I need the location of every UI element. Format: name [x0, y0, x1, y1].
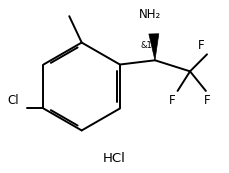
Text: F: F [169, 94, 175, 107]
Text: Cl: Cl [7, 94, 19, 107]
Text: HCl: HCl [103, 152, 126, 165]
Text: F: F [204, 94, 210, 107]
Polygon shape [149, 34, 159, 60]
Text: F: F [198, 39, 205, 52]
Text: &1: &1 [141, 40, 152, 49]
Text: NH₂: NH₂ [139, 8, 161, 21]
